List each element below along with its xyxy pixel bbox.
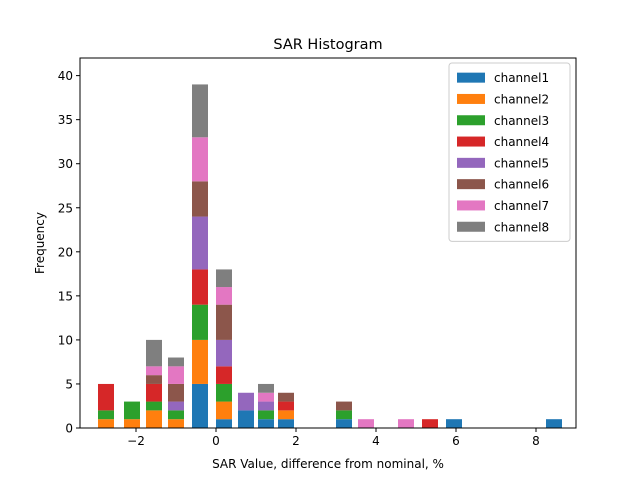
bar-channel3-bin-5 (216, 383, 232, 402)
bar-channel4-bin-5 (216, 366, 232, 384)
bar-channel5-bin-3 (168, 401, 184, 411)
bar-channel5-bin-5 (216, 339, 232, 367)
legend-swatch-channel4 (457, 136, 485, 147)
bar-channel2-bin-3 (168, 419, 184, 428)
bar-channel8-bin-5 (216, 269, 232, 288)
bar-channel1-bin-9 (336, 419, 352, 428)
legend-swatch-channel6 (457, 179, 485, 190)
x-tick-label: 0 (212, 434, 220, 448)
x-tick-label: 8 (532, 434, 540, 448)
bar-channel2-bin-4 (192, 339, 208, 384)
bar-channel3-bin-0 (98, 410, 114, 420)
legend-swatch-channel8 (457, 221, 485, 232)
bar-channel4-bin-12 (422, 419, 438, 428)
y-tick-label: 20 (58, 245, 73, 259)
bar-channel7-bin-10 (358, 419, 374, 428)
bar-channel6-bin-3 (168, 383, 184, 402)
bar-channel2-bin-2 (146, 410, 162, 428)
bar-channel3-bin-1 (124, 401, 140, 420)
x-tick-label: 6 (452, 434, 460, 448)
bar-channel1-bin-5 (216, 419, 232, 428)
bar-channel4-bin-4 (192, 269, 208, 305)
bar-channel4-bin-2 (146, 383, 162, 402)
legend-swatch-channel5 (457, 157, 485, 168)
legend-label-channel5: channel5 (494, 156, 549, 170)
legend-label-channel2: channel2 (494, 92, 549, 106)
bar-channel1-bin-7 (258, 419, 274, 428)
legend-swatch-channel2 (457, 93, 485, 104)
legend-label-channel6: channel6 (494, 178, 549, 192)
bar-channel3-bin-2 (146, 401, 162, 411)
legend: channel1 channel2 channel3 channel4 channel5… (448, 62, 571, 242)
y-axis-ticks: 0 5 10 15 20 25 30 35 40 (58, 69, 80, 436)
bar-channel6-bin-2 (146, 375, 162, 384)
bar-channel5-bin-6 (238, 392, 254, 411)
chart-title: SAR Histogram (273, 37, 382, 53)
bar-channel6-bin-4 (192, 181, 208, 217)
bar-channel2-bin-8 (278, 410, 294, 420)
axes-frame (79, 57, 577, 429)
legend-box (448, 62, 571, 242)
bars-layer (98, 84, 562, 428)
legend-swatch-channel3 (457, 115, 485, 126)
bar-channel7-bin-4 (192, 137, 208, 182)
bar-channel2-bin-0 (98, 419, 114, 428)
bar-channel2-bin-1 (124, 419, 140, 428)
bar-channel8-bin-4 (192, 84, 208, 138)
y-tick-label: 10 (58, 333, 73, 347)
legend-label-channel4: channel4 (494, 135, 549, 149)
bar-channel1-bin-13 (446, 419, 462, 428)
bar-channel8-bin-2 (146, 339, 162, 367)
y-tick-label: 25 (58, 201, 73, 215)
bar-channel6-bin-5 (216, 304, 232, 340)
bar-channel7-bin-7 (258, 392, 274, 402)
legend-swatch-channel7 (457, 200, 485, 211)
legend-label-channel7: channel7 (494, 199, 549, 213)
legend-label-channel1: channel1 (494, 71, 549, 85)
legend-label-channel8: channel8 (494, 220, 549, 234)
y-tick-label: 0 (65, 422, 73, 436)
bar-channel7-bin-11 (398, 419, 414, 428)
x-tick-label: 4 (372, 434, 380, 448)
x-tick-label: −2 (127, 434, 145, 448)
y-tick-label: 15 (58, 289, 73, 303)
y-tick-label: 35 (58, 113, 73, 127)
bar-channel4-bin-0 (98, 383, 114, 411)
bar-channel7-bin-5 (216, 287, 232, 305)
bar-channel4-bin-8 (278, 401, 294, 411)
bar-channel8-bin-3 (168, 357, 184, 367)
bar-channel8-bin-7 (258, 383, 274, 393)
bar-channel3-bin-4 (192, 304, 208, 340)
bar-channel3-bin-9 (336, 410, 352, 420)
bar-channel5-bin-7 (258, 401, 274, 411)
bar-channel6-bin-8 (278, 392, 294, 402)
y-tick-label: 5 (65, 377, 73, 391)
bar-channel1-bin-4 (192, 383, 208, 428)
bar-channel5-bin-4 (192, 216, 208, 270)
bar-channel1-bin-6 (238, 410, 254, 428)
bar-channel7-bin-2 (146, 366, 162, 376)
x-axis-label: SAR Value, difference from nominal, % (212, 457, 444, 471)
bar-channel1-bin-14 (546, 419, 562, 428)
y-tick-label: 40 (58, 69, 73, 83)
bar-channel3-bin-7 (258, 410, 274, 420)
bar-channel3-bin-3 (168, 410, 184, 420)
bar-channel2-bin-5 (216, 401, 232, 420)
x-tick-label: 2 (292, 434, 300, 448)
bar-channel1-bin-8 (278, 419, 294, 428)
bar-channel7-bin-3 (168, 366, 184, 384)
y-axis-label: Frequency (33, 212, 47, 274)
bar-channel6-bin-9 (336, 401, 352, 411)
legend-swatch-channel1 (457, 72, 485, 83)
legend-label-channel3: channel3 (494, 114, 549, 128)
y-tick-label: 30 (58, 157, 73, 171)
x-axis-ticks: −2 0 2 4 6 8 (127, 428, 540, 448)
